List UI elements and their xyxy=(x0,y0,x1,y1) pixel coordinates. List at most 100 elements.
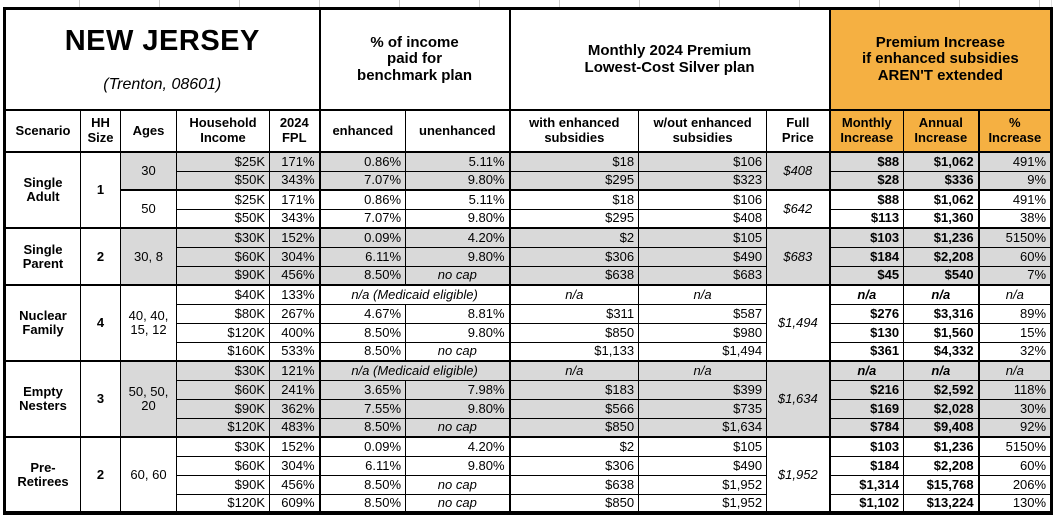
cell-annual-increase[interactable]: $13,224 xyxy=(903,493,980,514)
cell-pct-enhanced[interactable]: 4.67% xyxy=(318,303,407,324)
cell-premium-with[interactable]: $638 xyxy=(508,265,640,286)
cell-fpl[interactable]: 121% xyxy=(268,360,321,381)
cell-pct-increase[interactable]: 7% xyxy=(977,265,1053,286)
cell-fpl[interactable]: 362% xyxy=(268,398,321,419)
cell-annual-increase[interactable]: $15,768 xyxy=(903,474,980,495)
cell-premium-without[interactable]: $323 xyxy=(638,170,768,191)
cell-pct-enhanced[interactable]: 0.86% xyxy=(318,151,407,172)
cell-pct-enhanced[interactable]: 8.50% xyxy=(318,265,407,286)
cell-pct-increase[interactable]: 38% xyxy=(977,208,1053,229)
cell-premium-with[interactable]: $18 xyxy=(508,151,640,172)
cell-premium-without[interactable]: $735 xyxy=(638,398,768,419)
cell-pct-enhanced[interactable]: 3.65% xyxy=(318,379,407,400)
cell-income[interactable]: $80K xyxy=(176,303,270,324)
cell-medicaid-note[interactable]: n/a (Medicaid eligible) xyxy=(318,284,511,305)
cell-premium-without[interactable]: $408 xyxy=(638,208,768,229)
section-premium[interactable]: Monthly 2024 Premium Lowest-Cost Silver … xyxy=(508,8,831,112)
cell-pct-increase[interactable]: 5150% xyxy=(977,436,1053,457)
cell-pct-unenhanced[interactable]: 4.20% xyxy=(405,436,511,457)
cell-premium-with[interactable]: $1,133 xyxy=(508,341,640,362)
cell-annual-increase[interactable]: $540 xyxy=(903,265,980,286)
cell-monthly-increase[interactable]: $88 xyxy=(828,151,905,172)
cell-pct-enhanced[interactable]: 7.55% xyxy=(318,398,407,419)
cell-premium-with[interactable]: $850 xyxy=(508,493,640,514)
cell-hh-size[interactable]: 4 xyxy=(80,284,121,362)
col-unenhanced[interactable]: unenhanced xyxy=(405,109,511,154)
cell-premium-without[interactable]: $105 xyxy=(638,436,768,457)
col-annual-increase[interactable]: Annual Increase xyxy=(903,109,980,154)
cell-annual-increase[interactable]: $4,332 xyxy=(903,341,980,362)
cell-pct-enhanced[interactable]: 0.09% xyxy=(318,227,407,248)
cell-monthly-increase[interactable]: n/a xyxy=(828,360,905,381)
cell-fpl[interactable]: 152% xyxy=(268,436,321,457)
cell-premium-with[interactable]: $295 xyxy=(508,208,640,229)
cell-scenario[interactable]: Single Adult xyxy=(4,151,81,229)
cell-pct-increase[interactable]: 118% xyxy=(977,379,1053,400)
cell-income[interactable]: $30K xyxy=(176,436,270,457)
cell-premium-with[interactable]: $2 xyxy=(508,227,640,248)
cell-pct-unenhanced[interactable]: no cap xyxy=(405,493,511,514)
cell-premium-with[interactable]: $566 xyxy=(508,398,640,419)
cell-full-price[interactable]: $1,634 xyxy=(766,360,831,438)
col-hh-size[interactable]: HH Size xyxy=(80,109,121,154)
cell-premium-without[interactable]: $399 xyxy=(638,379,768,400)
cell-premium-with[interactable]: $2 xyxy=(508,436,640,457)
cell-premium-with[interactable]: $183 xyxy=(508,379,640,400)
cell-monthly-increase[interactable]: $784 xyxy=(828,417,905,438)
cell-fpl[interactable]: 343% xyxy=(268,208,321,229)
cell-pct-unenhanced[interactable]: 8.81% xyxy=(405,303,511,324)
cell-premium-without[interactable]: $490 xyxy=(638,246,768,267)
cell-premium-without[interactable]: $683 xyxy=(638,265,768,286)
cell-premium-with[interactable]: $306 xyxy=(508,246,640,267)
cell-ages[interactable]: 60, 60 xyxy=(120,436,177,514)
col-with-subsidies[interactable]: with enhanced subsidies xyxy=(508,109,640,154)
cell-fpl[interactable]: 609% xyxy=(268,493,321,514)
cell-premium-without[interactable]: $106 xyxy=(638,151,768,172)
cell-full-price[interactable]: $408 xyxy=(766,151,831,191)
cell-income[interactable]: $25K xyxy=(176,189,270,210)
cell-premium-with[interactable]: $295 xyxy=(508,170,640,191)
cell-premium-with[interactable]: n/a xyxy=(508,284,640,305)
cell-premium-without[interactable]: $490 xyxy=(638,455,768,476)
cell-premium-without[interactable]: n/a xyxy=(638,360,768,381)
cell-pct-increase[interactable]: n/a xyxy=(977,284,1053,305)
cell-pct-unenhanced[interactable]: no cap xyxy=(405,417,511,438)
cell-pct-enhanced[interactable]: 8.50% xyxy=(318,322,407,343)
cell-pct-unenhanced[interactable]: no cap xyxy=(405,474,511,495)
cell-monthly-increase[interactable]: $130 xyxy=(828,322,905,343)
cell-annual-increase[interactable]: n/a xyxy=(903,360,980,381)
cell-premium-without[interactable]: $106 xyxy=(638,189,768,210)
cell-pct-enhanced[interactable]: 0.09% xyxy=(318,436,407,457)
cell-annual-increase[interactable]: n/a xyxy=(903,284,980,305)
cell-monthly-increase[interactable]: $1,102 xyxy=(828,493,905,514)
cell-pct-unenhanced[interactable]: 5.11% xyxy=(405,189,511,210)
cell-fpl[interactable]: 133% xyxy=(268,284,321,305)
cell-scenario[interactable]: Nuclear Family xyxy=(4,284,81,362)
cell-pct-unenhanced[interactable]: 9.80% xyxy=(405,246,511,267)
cell-pct-unenhanced[interactable]: 9.80% xyxy=(405,170,511,191)
cell-income[interactable]: $120K xyxy=(176,417,270,438)
cell-fpl[interactable]: 171% xyxy=(268,189,321,210)
cell-pct-increase[interactable]: 491% xyxy=(977,151,1053,172)
cell-income[interactable]: $60K xyxy=(176,455,270,476)
cell-annual-increase[interactable]: $1,560 xyxy=(903,322,980,343)
cell-monthly-increase[interactable]: $103 xyxy=(828,436,905,457)
cell-pct-enhanced[interactable]: 0.86% xyxy=(318,189,407,210)
cell-scenario[interactable]: Single Parent xyxy=(4,227,81,286)
cell-pct-increase[interactable]: n/a xyxy=(977,360,1053,381)
cell-premium-without[interactable]: $1,494 xyxy=(638,341,768,362)
cell-fpl[interactable]: 152% xyxy=(268,227,321,248)
cell-pct-enhanced[interactable]: 8.50% xyxy=(318,341,407,362)
col-full-price[interactable]: Full Price xyxy=(766,109,831,154)
cell-scenario[interactable]: Empty Nesters xyxy=(4,360,81,438)
cell-pct-unenhanced[interactable]: 9.80% xyxy=(405,398,511,419)
cell-pct-increase[interactable]: 130% xyxy=(977,493,1053,514)
cell-monthly-increase[interactable]: $103 xyxy=(828,227,905,248)
cell-pct-increase[interactable]: 32% xyxy=(977,341,1053,362)
cell-annual-increase[interactable]: $1,236 xyxy=(903,436,980,457)
cell-full-price[interactable]: $642 xyxy=(766,189,831,229)
cell-fpl[interactable]: 456% xyxy=(268,265,321,286)
cell-hh-size[interactable]: 2 xyxy=(80,227,121,286)
cell-premium-with[interactable]: n/a xyxy=(508,360,640,381)
cell-full-price[interactable]: $683 xyxy=(766,227,831,286)
